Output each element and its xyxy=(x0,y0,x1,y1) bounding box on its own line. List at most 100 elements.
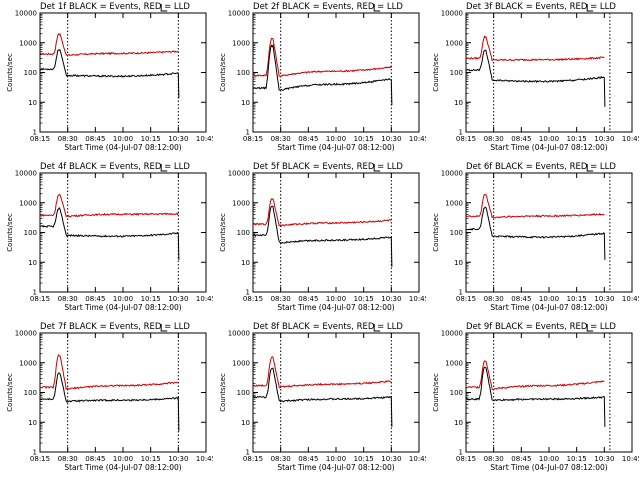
bracket-mark xyxy=(160,324,168,332)
x-tick-label: 08:45 xyxy=(511,455,531,463)
x-tick-label: 10:45 xyxy=(196,455,213,463)
y-tick-label: 100 xyxy=(450,389,463,397)
chart-panel: Det 9f BLACK = Events, RED = LLD 1 10 100 10… xyxy=(426,320,639,480)
x-tick-label: 10:00 xyxy=(113,135,133,143)
x-tick-label: 10:45 xyxy=(622,135,639,143)
y-tick-label: 1000 xyxy=(445,199,463,207)
y-tick-label: 10000 xyxy=(15,330,37,338)
chart-panel: Det 7f BLACK = Events, RED = LLD 1 10 100 10… xyxy=(0,320,213,480)
x-tick-label: 10:30 xyxy=(168,295,188,303)
y-tick-label: 100 xyxy=(450,229,463,237)
y-tick-label: 100 xyxy=(24,69,37,77)
x-tick-label: 08:45 xyxy=(85,295,105,303)
x-tick-label: 10:00 xyxy=(113,455,133,463)
y-tick-label: 1000 xyxy=(232,39,250,47)
x-tick-label: 10:15 xyxy=(141,295,161,303)
panel-svg: Det 4f BLACK = Events, RED = LLD 1 10 100 10… xyxy=(6,162,213,312)
panel-title: Det 6f BLACK = Events, RED = LLD xyxy=(466,162,616,172)
panel-title: Det 9f BLACK = Events, RED = LLD xyxy=(466,322,616,332)
x-tick-label: 10:00 xyxy=(113,295,133,303)
x-tick-label: 08:30 xyxy=(484,455,504,463)
x-tick-label: 10:30 xyxy=(381,295,401,303)
x-tick-label: 08:15 xyxy=(243,455,263,463)
x-tick-label: 10:45 xyxy=(196,295,213,303)
y-tick-label: 1 xyxy=(33,289,37,297)
y-tick-label: 10 xyxy=(241,419,250,427)
x-axis-label: Start Time (04-Jul-07 08:12:00) xyxy=(277,303,394,312)
y-tick-label: 1 xyxy=(459,449,463,457)
x-tick-label: 08:45 xyxy=(298,295,318,303)
y-tick-label: 10 xyxy=(241,259,250,267)
x-tick-label: 10:30 xyxy=(168,455,188,463)
x-axis-label: Start Time (04-Jul-07 08:12:00) xyxy=(490,143,607,152)
events-series-line xyxy=(253,205,393,267)
y-tick-label: 100 xyxy=(24,389,37,397)
x-tick-label: 10:15 xyxy=(354,135,374,143)
y-tick-label: 1000 xyxy=(19,39,37,47)
x-tick-label: 08:30 xyxy=(58,135,78,143)
plot-frame xyxy=(465,172,633,293)
x-tick-label: 08:45 xyxy=(511,135,531,143)
x-tick-label: 10:45 xyxy=(409,455,426,463)
bracket-mark xyxy=(586,4,594,12)
panel-title: Det 1f BLACK = Events, RED = LLD xyxy=(40,2,190,12)
x-tick-label: 08:15 xyxy=(30,135,50,143)
x-tick-label: 10:30 xyxy=(381,455,401,463)
panel-svg: Det 5f BLACK = Events, RED = LLD 1 10 100 10… xyxy=(219,162,426,312)
panel-svg: Det 3f BLACK = Events, RED = LLD 1 10 100 10… xyxy=(432,2,639,152)
x-tick-label: 08:15 xyxy=(456,455,476,463)
x-tick-label: 10:45 xyxy=(409,135,426,143)
lld-series-line xyxy=(465,35,605,62)
x-tick-label: 10:45 xyxy=(196,135,213,143)
x-tick-label: 10:15 xyxy=(567,455,587,463)
lld-series-line xyxy=(252,355,392,389)
lld-series-line xyxy=(39,32,179,57)
panel-svg: Det 2f BLACK = Events, RED = LLD 1 10 100 10… xyxy=(219,2,426,152)
x-tick-label: 10:30 xyxy=(168,135,188,143)
x-tick-label: 10:45 xyxy=(622,455,639,463)
x-tick-label: 08:30 xyxy=(271,295,291,303)
x-tick-label: 10:15 xyxy=(354,295,374,303)
chart-panel: Det 3f BLACK = Events, RED = LLD 1 10 100 10… xyxy=(426,0,639,160)
y-tick-label: 1000 xyxy=(19,359,37,367)
x-tick-label: 08:30 xyxy=(271,135,291,143)
y-tick-label: 1 xyxy=(33,129,37,137)
lld-series-line xyxy=(39,193,179,218)
y-tick-label: 10 xyxy=(28,259,37,267)
chart-panel: Det 6f BLACK = Events, RED = LLD 1 10 100 10… xyxy=(426,160,639,320)
y-axis-label: Counts/sec xyxy=(6,53,14,92)
bracket-mark xyxy=(586,324,594,332)
y-tick-label: 10000 xyxy=(228,10,250,18)
x-tick-label: 08:15 xyxy=(456,295,476,303)
y-axis-label: Counts/sec xyxy=(432,373,440,412)
y-tick-label: 1 xyxy=(246,289,250,297)
lld-series-line xyxy=(252,198,392,227)
panel-title: Det 2f BLACK = Events, RED = LLD xyxy=(253,2,403,12)
chart-panel: Det 2f BLACK = Events, RED = LLD 1 10 100 10… xyxy=(213,0,426,160)
events-series-line xyxy=(465,206,606,260)
x-axis-label: Start Time (04-Jul-07 08:12:00) xyxy=(64,143,181,152)
plot-frame xyxy=(39,332,207,453)
x-tick-label: 08:45 xyxy=(85,455,105,463)
panel-title: Det 3f BLACK = Events, RED = LLD xyxy=(466,2,616,12)
panel-title: Det 4f BLACK = Events, RED = LLD xyxy=(40,162,190,172)
y-tick-label: 100 xyxy=(24,229,37,237)
y-tick-label: 1 xyxy=(459,129,463,137)
y-tick-label: 10 xyxy=(28,99,37,107)
y-axis-label: Counts/sec xyxy=(219,373,227,412)
lld-series-line xyxy=(39,353,179,390)
chart-panel: Det 5f BLACK = Events, RED = LLD 1 10 100 10… xyxy=(213,160,426,320)
y-tick-label: 100 xyxy=(237,229,250,237)
y-axis-label: Counts/sec xyxy=(6,373,14,412)
x-tick-label: 10:00 xyxy=(539,455,559,463)
panel-svg: Det 7f BLACK = Events, RED = LLD 1 10 100 10… xyxy=(6,322,213,472)
x-axis-label: Start Time (04-Jul-07 08:12:00) xyxy=(277,143,394,152)
x-tick-label: 10:30 xyxy=(594,455,614,463)
plot-frame xyxy=(39,12,207,133)
panel-title: Det 7f BLACK = Events, RED = LLD xyxy=(40,322,190,332)
y-tick-label: 10000 xyxy=(228,330,250,338)
panel-title: Det 8f BLACK = Events, RED = LLD xyxy=(253,322,403,332)
lld-series-line xyxy=(465,193,605,219)
y-tick-label: 10000 xyxy=(228,170,250,178)
